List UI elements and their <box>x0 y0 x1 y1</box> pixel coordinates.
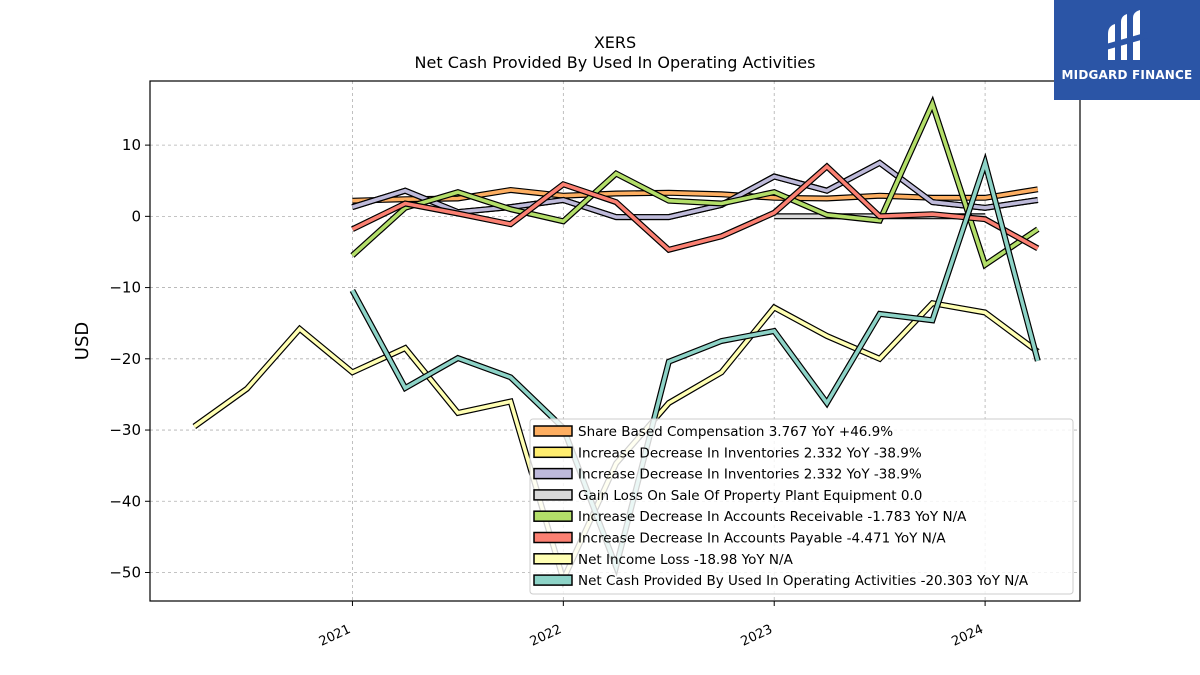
x-tick-label: 2021 <box>317 622 353 650</box>
midgard-logo-icon <box>1106 10 1148 60</box>
legend-entry-label: Gain Loss On Sale Of Property Plant Equi… <box>578 488 922 504</box>
legend-entry-label: Net Cash Provided By Used In Operating A… <box>578 573 1029 589</box>
brand-logo: MIDGARD FINANCE <box>1054 0 1200 100</box>
legend-swatch <box>533 425 573 437</box>
legend-entry-label: Increase Decrease In Accounts Payable -4… <box>578 531 946 547</box>
brand-name: MIDGARD FINANCE <box>1061 68 1193 82</box>
legend-entry-label: Increase Decrease In Inventories 2.332 Y… <box>578 445 922 461</box>
x-tick-label: 2024 <box>949 622 985 650</box>
series-line <box>351 164 1039 252</box>
chart-title: XERS <box>594 33 636 52</box>
legend-swatch <box>533 510 573 522</box>
legend-entry-label: Increase Decrease In Accounts Receivable… <box>578 509 967 525</box>
series-line <box>351 160 1039 219</box>
plot-frame <box>149 80 1081 602</box>
y-tick-label: 0 <box>131 207 141 225</box>
legend-entry-label: Share Based Compensation 3.767 YoY +46.9… <box>578 424 893 440</box>
chart-subtitle: Net Cash Provided By Used In Operating A… <box>415 53 816 72</box>
y-tick-label: −30 <box>109 421 141 439</box>
legend-swatch <box>533 467 573 480</box>
legend-entry-label: Increase Decrease In Inventories 2.332 Y… <box>578 467 922 483</box>
y-axis-label: USD <box>72 322 93 360</box>
x-tick-label: 2023 <box>739 622 775 650</box>
legend-swatch <box>533 446 573 459</box>
legend-swatch <box>533 553 573 565</box>
legend: Share Based Compensation 3.767 YoY +46.9… <box>529 418 1074 595</box>
y-tick-label: −40 <box>109 492 141 510</box>
legend-box <box>529 418 1074 595</box>
series-line <box>351 98 1039 268</box>
y-tick-label: −10 <box>109 279 141 297</box>
legend-entry-label: Net Income Loss -18.98 YoY N/A <box>578 552 794 568</box>
y-tick-label: −50 <box>109 564 141 582</box>
y-tick-label: −20 <box>109 350 141 368</box>
x-tick-label: 2022 <box>528 622 564 650</box>
series-lines <box>192 95 1041 589</box>
series-line <box>350 156 1040 573</box>
y-tick-label: 10 <box>122 136 141 154</box>
legend-swatch <box>533 489 573 501</box>
legend-swatch <box>533 531 573 544</box>
legend-swatch <box>533 574 573 586</box>
